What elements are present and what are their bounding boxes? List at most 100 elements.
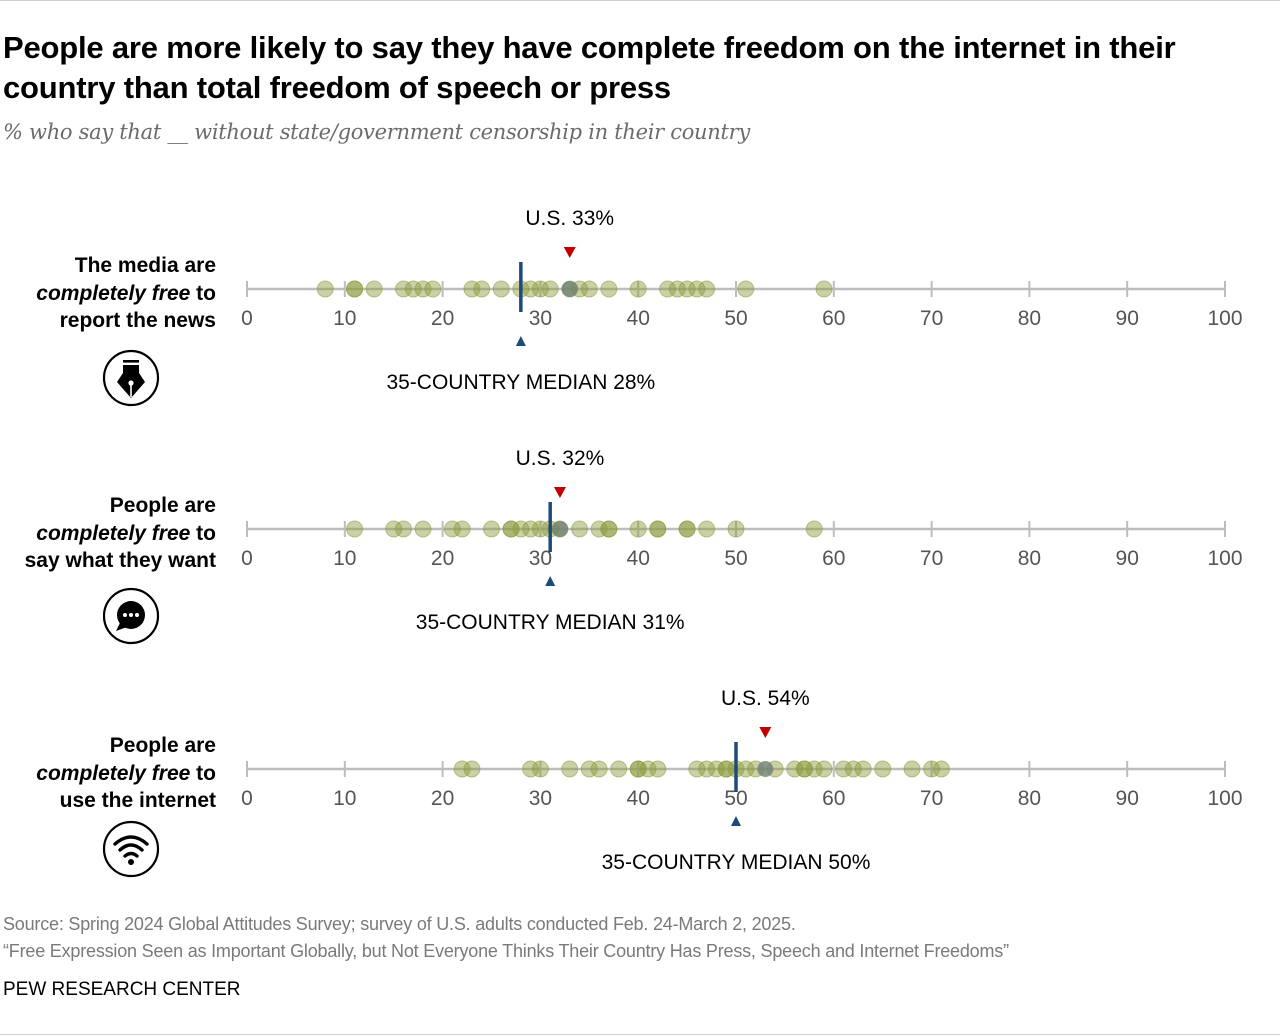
country-dot	[610, 760, 628, 778]
country-dot	[678, 520, 696, 538]
country-dot	[453, 520, 471, 538]
row-label-lead: People are	[109, 494, 216, 517]
country-dot	[404, 280, 422, 298]
row-label-mid: completely free to	[36, 282, 216, 305]
row-label-tail: use the internet	[59, 789, 216, 812]
tick-label: 60	[822, 547, 845, 570]
country-dot	[502, 520, 520, 538]
country-dot	[639, 760, 657, 778]
country-dot	[522, 760, 540, 778]
chart-subtitle: % who say that __ without state/governme…	[3, 120, 750, 144]
tick-label: 60	[822, 787, 845, 810]
country-dot	[668, 280, 686, 298]
tick-label: 60	[822, 307, 845, 330]
country-dot	[805, 520, 823, 538]
row-label-emphasis: completely free	[36, 761, 191, 785]
country-dot	[688, 280, 706, 298]
country-dot	[727, 520, 745, 538]
country-dot	[659, 280, 677, 298]
country-dot	[492, 280, 510, 298]
country-dot	[835, 760, 853, 778]
country-dot	[561, 760, 579, 778]
country-dot	[394, 280, 412, 298]
country-dot	[541, 280, 559, 298]
us-dot	[561, 281, 578, 297]
tick-label: 30	[529, 547, 552, 570]
tick-label: 20	[431, 787, 454, 810]
country-dot	[365, 280, 383, 298]
tick-label: 100	[1207, 547, 1242, 570]
country-dot	[531, 280, 549, 298]
country-dot	[629, 280, 647, 298]
country-dot	[678, 280, 696, 298]
country-dot	[590, 520, 608, 538]
country-dot	[522, 520, 540, 538]
chart-title: People are more likely to say they have …	[3, 30, 1176, 105]
country-dot	[600, 520, 618, 538]
row-label-after: to	[190, 281, 216, 305]
country-dot	[737, 280, 755, 298]
tick-label: 10	[333, 307, 356, 330]
tick-label: 40	[627, 547, 650, 570]
source-note: Source: Spring 2024 Global Attitudes Sur…	[3, 914, 796, 934]
tick-label: 100	[1207, 307, 1242, 330]
bottom-rule	[0, 1034, 1280, 1035]
us-label: U.S. 33%	[525, 207, 614, 230]
country-dot	[394, 520, 412, 538]
tick-label: 10	[333, 787, 356, 810]
country-dot	[571, 520, 589, 538]
tick-label: 70	[920, 547, 943, 570]
tick-label: 50	[724, 787, 747, 810]
tick-label: 80	[1018, 307, 1041, 330]
country-dot	[707, 760, 725, 778]
us-dot	[551, 521, 568, 537]
tick-label: 50	[724, 307, 747, 330]
country-dot	[854, 760, 872, 778]
country-dot	[385, 520, 403, 538]
fountain-pen-icon	[102, 349, 160, 407]
median-label: 35-COUNTRY MEDIAN 50%	[602, 851, 871, 874]
country-dot	[795, 760, 813, 778]
tick-label: 40	[627, 787, 650, 810]
country-dot	[522, 280, 540, 298]
country-dot	[844, 760, 862, 778]
tick-label: 0	[241, 547, 253, 570]
tick-label: 20	[431, 547, 454, 570]
tick-label: 50	[724, 547, 747, 570]
row-label-emphasis: completely free	[36, 521, 191, 545]
tick-label: 0	[241, 307, 253, 330]
report-title-note: “Free Expression Seen as Important Globa…	[3, 941, 1009, 961]
country-dot	[600, 280, 618, 298]
tick-label: 20	[431, 307, 454, 330]
country-dot	[903, 760, 921, 778]
tick-label: 30	[529, 307, 552, 330]
tick-label: 100	[1207, 787, 1242, 810]
us-marker	[563, 247, 576, 258]
tick-label: 40	[627, 307, 650, 330]
country-dot	[737, 760, 755, 778]
country-dot	[786, 760, 804, 778]
top-rule	[0, 0, 1280, 1]
tick-label: 80	[1018, 547, 1041, 570]
country-dot	[463, 760, 481, 778]
country-dot	[698, 280, 716, 298]
us-dot	[757, 761, 774, 777]
country-dot	[346, 520, 364, 538]
median-marker	[515, 336, 526, 346]
country-dot	[424, 280, 442, 298]
country-dot	[815, 280, 833, 298]
row-label-media: The media are completely free to report …	[0, 252, 216, 335]
tick-label: 90	[1116, 307, 1139, 330]
country-dot	[531, 520, 549, 538]
country-dot	[923, 760, 941, 778]
row-label-after: to	[190, 521, 216, 545]
us-label: U.S. 32%	[516, 447, 605, 470]
country-dot	[629, 760, 647, 778]
country-dot	[698, 760, 716, 778]
median-marker	[545, 576, 556, 586]
tick-label: 10	[333, 547, 356, 570]
country-dot	[463, 280, 481, 298]
country-dot	[414, 520, 432, 538]
tick-label: 70	[920, 787, 943, 810]
